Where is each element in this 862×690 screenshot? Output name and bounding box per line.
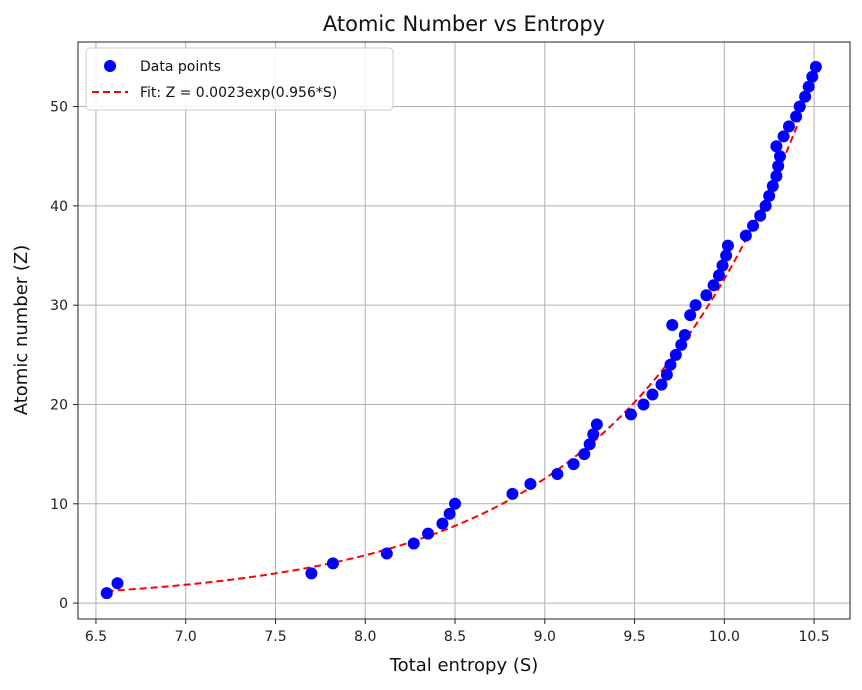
data-point: [766, 180, 779, 192]
data-point: [675, 338, 688, 351]
data-point: [721, 239, 734, 252]
legend-label-data-points: Data points: [140, 59, 221, 75]
data-point: [587, 428, 600, 441]
data-point: [305, 567, 318, 580]
data-point: [716, 259, 729, 272]
chart-title: Atomic Number vs Entropy: [323, 12, 605, 36]
x-tick-label: 8.0: [354, 629, 376, 645]
data-point: [646, 388, 659, 401]
legend: Data points Fit: Z = 0.0023exp(0.956*S): [85, 47, 394, 111]
x-axis-label: Total entropy (S): [389, 655, 539, 676]
data-point: [443, 507, 456, 520]
data-point: [567, 458, 580, 471]
y-tick-label: 10: [50, 497, 68, 513]
data-point: [793, 100, 806, 113]
data-point: [551, 468, 564, 481]
data-point: [802, 80, 815, 93]
data-point: [809, 60, 822, 73]
data-point: [624, 408, 637, 421]
fit-line-layer: [106, 75, 817, 593]
data-point: [739, 229, 752, 242]
y-tick-label: 40: [50, 199, 68, 215]
data-point: [700, 289, 713, 302]
data-point: [720, 249, 733, 262]
data-point: [763, 189, 776, 202]
data-point: [712, 269, 725, 282]
x-tick-label: 10.5: [799, 629, 830, 645]
data-point: [422, 527, 435, 540]
data-point: [770, 170, 783, 183]
data-point: [772, 160, 785, 173]
data-point: [669, 348, 682, 361]
x-tick-label: 8.5: [444, 629, 466, 645]
data-point: [660, 368, 673, 381]
data-point: [799, 90, 812, 103]
data-point: [759, 199, 772, 212]
legend-marker-data-points: [104, 60, 116, 72]
data-points-layer: [100, 60, 822, 600]
plot-frame: [77, 41, 851, 620]
data-point: [100, 587, 113, 600]
x-tick-label: 6.5: [85, 629, 107, 645]
data-point: [578, 448, 591, 461]
data-point: [684, 309, 697, 322]
data-point: [770, 140, 783, 153]
data-point: [806, 70, 819, 83]
fit-line: [106, 75, 817, 593]
data-point: [436, 517, 449, 530]
y-tick-label: 20: [50, 397, 68, 413]
data-point: [666, 319, 679, 332]
legend-label-fit: Fit: Z = 0.0023exp(0.956*S): [140, 85, 337, 101]
data-point: [773, 150, 786, 163]
data-point: [664, 358, 677, 371]
x-tick-label: 7.0: [175, 629, 197, 645]
data-point: [637, 398, 650, 411]
y-tick-label: 30: [50, 298, 68, 314]
data-point: [449, 497, 462, 510]
data-point: [326, 557, 339, 570]
data-point: [506, 487, 519, 500]
data-point: [689, 299, 702, 312]
x-tick-label: 9.5: [623, 629, 645, 645]
grid: [78, 42, 850, 619]
y-tick-label: 0: [59, 596, 68, 612]
data-point: [777, 130, 790, 143]
x-tick-label: 9.0: [534, 629, 556, 645]
data-point: [524, 477, 537, 490]
y-axis-label: Atomic number (Z): [11, 245, 32, 416]
data-point: [790, 110, 803, 123]
data-point: [111, 577, 124, 590]
x-tick-label: 7.5: [264, 629, 286, 645]
data-point: [407, 537, 420, 550]
data-point: [590, 418, 603, 431]
data-point: [747, 219, 760, 232]
data-point: [707, 279, 720, 292]
y-tick-label: 50: [50, 100, 68, 116]
legend-box: [85, 47, 394, 111]
data-point: [380, 547, 393, 560]
data-point: [754, 209, 767, 222]
x-ticks: 6.5 7.0 7.5 8.0 8.5 9.0 9.5 10.0 10.5: [85, 619, 830, 645]
data-point: [655, 378, 668, 391]
data-point: [583, 438, 596, 451]
x-tick-label: 10.0: [709, 629, 740, 645]
data-point: [782, 120, 795, 133]
data-point: [678, 328, 691, 341]
y-ticks: 0 10 20 30 40 50: [50, 100, 78, 612]
